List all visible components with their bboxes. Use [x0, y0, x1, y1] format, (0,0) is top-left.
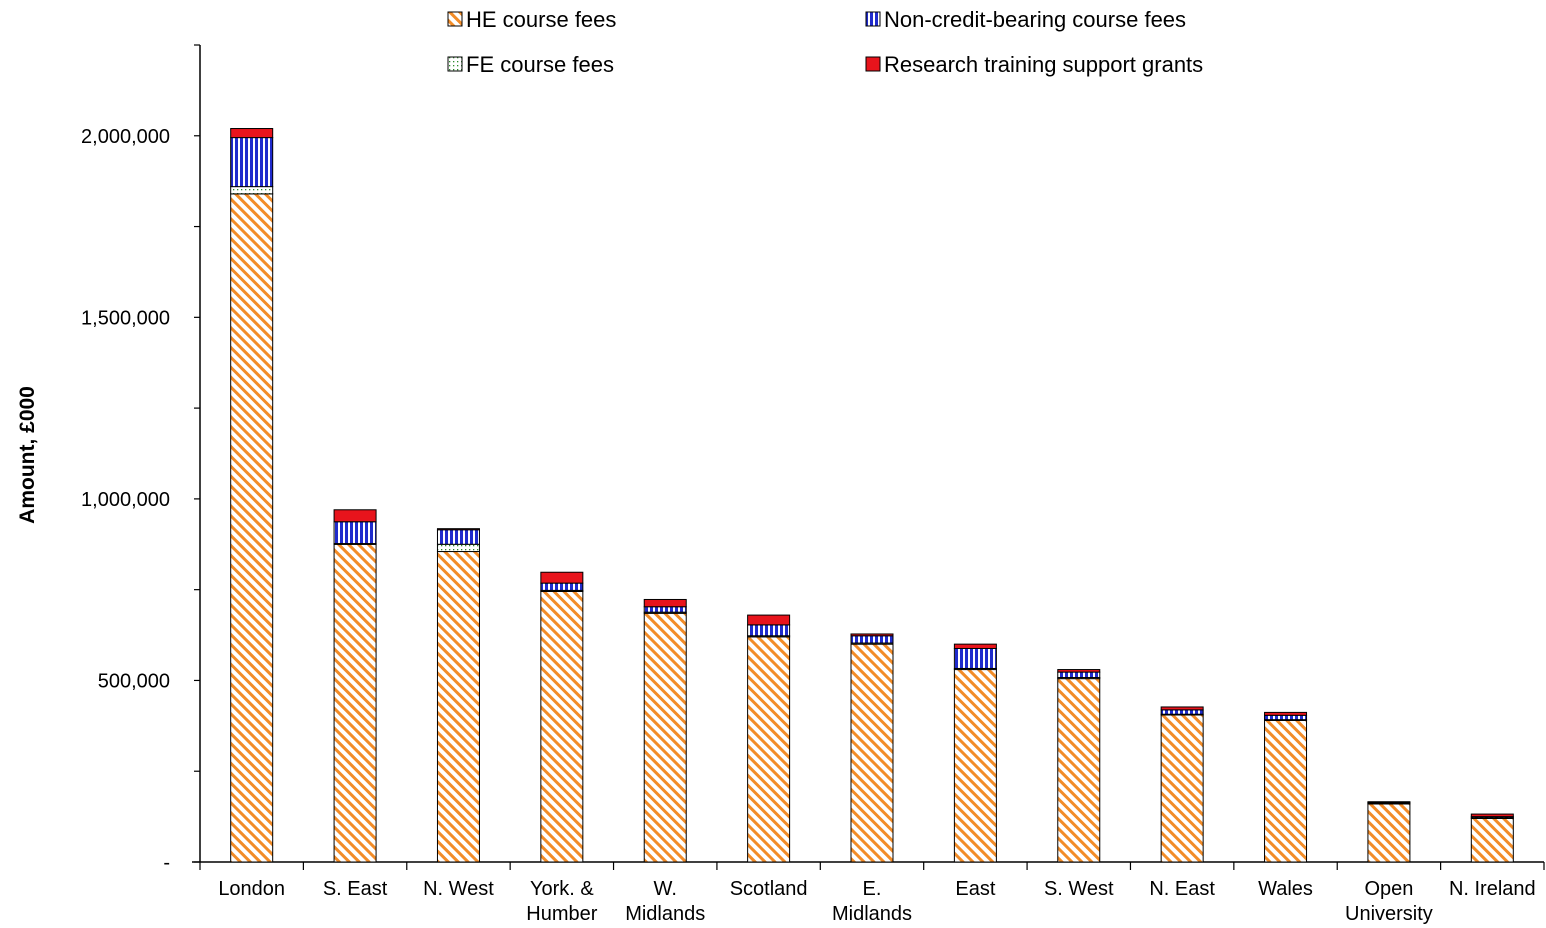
- bar-segment: [1160, 706, 1204, 711]
- bar-segment: [436, 551, 480, 863]
- bar-segment: [1367, 801, 1411, 804]
- bar-segment: [953, 647, 997, 669]
- legend-swatch: [447, 56, 463, 72]
- bar-segment: [747, 636, 791, 863]
- y-tick-label: 2,000,000: [81, 126, 170, 148]
- bar-segment: [850, 633, 894, 637]
- y-axis: - 500,000 1,000,000 1,500,000 2,000,000: [81, 44, 201, 874]
- bar-segment: [747, 614, 791, 626]
- bar-segment: [1057, 678, 1101, 863]
- bar-segment: [1160, 714, 1204, 863]
- legend: HE course fees Non-credit-bearing course …: [447, 7, 1203, 77]
- x-category-label: East: [955, 878, 995, 900]
- x-category-label: N. West: [423, 878, 494, 900]
- bar-segment: [643, 598, 687, 608]
- y-tick-label: 500,000: [98, 670, 170, 692]
- bar-segment: [540, 590, 584, 863]
- y-tick-label: 1,500,000: [81, 307, 170, 329]
- x-category-label: E.: [863, 878, 882, 900]
- bar-segment: [643, 612, 687, 863]
- bars-group: [230, 128, 1514, 863]
- x-category-label: Scotland: [730, 878, 808, 900]
- bar-segment: [230, 193, 274, 863]
- x-category-label: N. East: [1149, 878, 1215, 900]
- bar-segment: [333, 543, 377, 863]
- bar-segment: [1057, 669, 1101, 673]
- bar-segment: [436, 528, 480, 531]
- y-tick-label: -: [163, 852, 170, 874]
- bar-segment: [230, 186, 274, 195]
- x-axis: [192, 861, 1545, 870]
- legend-swatch: [865, 56, 881, 72]
- bar-segment: [540, 571, 584, 584]
- legend-label: Research training support grants: [884, 52, 1203, 77]
- bar-segment: [1264, 714, 1308, 721]
- bar-segment: [230, 137, 274, 188]
- x-category-labels: London S. East N. West York. & Humber W. Midla…: [218, 878, 1535, 925]
- bar-segment: [953, 643, 997, 649]
- bar-segment: [1160, 709, 1204, 715]
- legend-swatch: [865, 11, 881, 27]
- bar-segment: [747, 624, 791, 637]
- x-category-label: S. West: [1044, 878, 1114, 900]
- x-category-label: Wales: [1258, 878, 1313, 900]
- bar-segment: [643, 606, 687, 613]
- bar-segment: [1470, 817, 1514, 863]
- bar-segment: [436, 543, 480, 553]
- y-tick-label: 1,000,000: [81, 489, 170, 511]
- bar-segment: [1264, 719, 1308, 863]
- bar-segment: [1264, 711, 1308, 716]
- legend-label: Non-credit-bearing course fees: [884, 7, 1186, 32]
- legend-swatch: [447, 11, 463, 27]
- x-category-label: University: [1345, 903, 1433, 925]
- bar-segment: [1470, 813, 1514, 818]
- bar-segment: [1057, 671, 1101, 679]
- bar-segment: [850, 635, 894, 644]
- bar-segment: [1367, 803, 1411, 863]
- bar-segment: [436, 529, 480, 545]
- x-category-label: Midlands: [832, 903, 912, 925]
- bar-segment: [333, 509, 377, 523]
- bar-segment: [540, 582, 584, 591]
- x-category-label: Humber: [526, 903, 597, 925]
- legend-label: HE course fees: [466, 7, 616, 32]
- x-category-label: W.: [654, 878, 677, 900]
- bar-segment: [953, 669, 997, 863]
- x-category-label: York. &: [530, 878, 594, 900]
- x-category-label: London: [218, 878, 285, 900]
- legend-label: FE course fees: [466, 52, 614, 77]
- x-category-label: Open: [1364, 878, 1413, 900]
- y-axis-title: Amount, £000: [16, 386, 39, 524]
- bar-segment: [333, 521, 377, 545]
- bar-segment: [230, 128, 274, 139]
- x-category-label: S. East: [323, 878, 388, 900]
- bar-segment: [850, 643, 894, 863]
- x-category-label: N. Ireland: [1449, 878, 1536, 900]
- x-category-label: Midlands: [625, 903, 705, 925]
